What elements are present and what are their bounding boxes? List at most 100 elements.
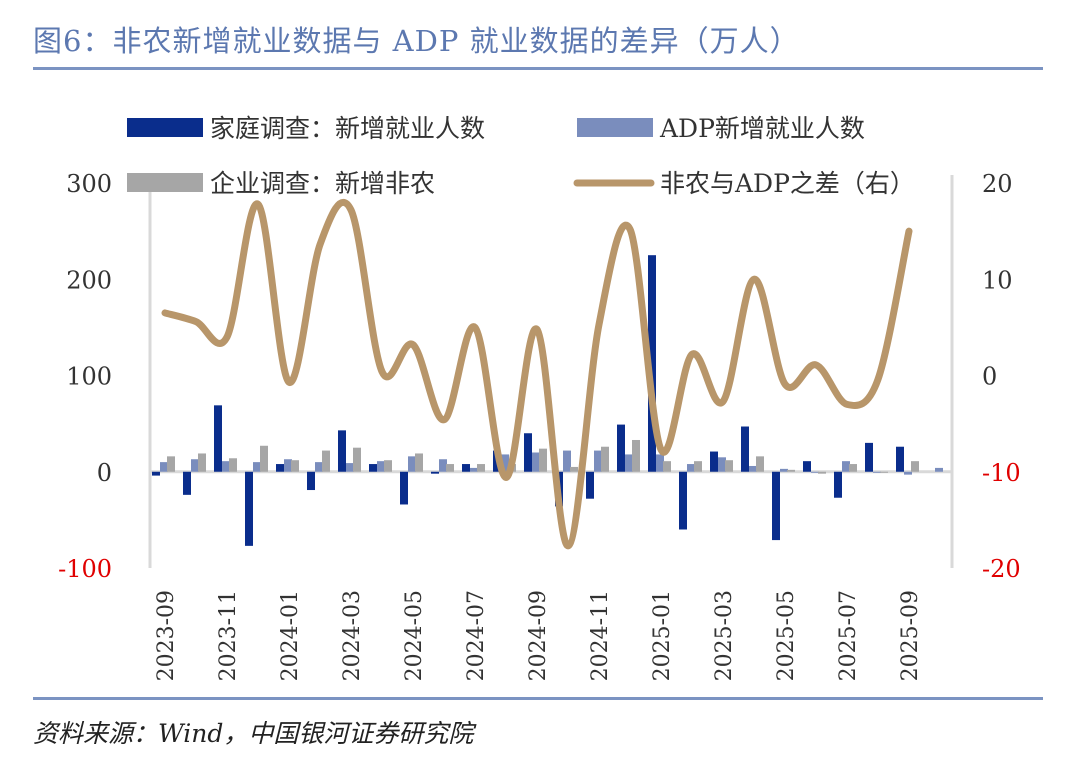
x-tick-label: 2025-03 [712, 590, 737, 681]
adp-bar [563, 450, 571, 472]
nonfarm-bar [260, 445, 268, 472]
household-bar [152, 471, 160, 476]
nonfarm-bar [849, 464, 857, 472]
nonfarm-bar [353, 447, 361, 472]
household-bar [648, 255, 656, 472]
x-tick-label: 2023-09 [154, 590, 179, 681]
household-bar [741, 426, 749, 472]
adp-bar [501, 454, 509, 472]
household-bar [524, 433, 532, 472]
nonfarm-bar [384, 460, 392, 472]
nonfarm-bar [694, 461, 702, 472]
adp-bar [346, 463, 354, 472]
nonfarm-bar [632, 439, 640, 472]
nonfarm-bar [787, 469, 795, 472]
nonfarm-bar [477, 464, 485, 472]
x-tick-label: 2023-11 [216, 590, 241, 681]
household-bar [462, 464, 470, 472]
adp-bar [749, 465, 757, 472]
adp-bar [315, 462, 323, 472]
x-tick-label: 2024-03 [340, 590, 365, 681]
x-tick-label: 2024-09 [526, 590, 551, 681]
nonfarm-bar [198, 453, 206, 472]
legend-label: 企业调查：新增非农 [210, 169, 435, 198]
x-tick-label: 2024-11 [588, 590, 613, 681]
nonfarm-bar [725, 460, 733, 472]
source-note: 资料来源：Wind，中国银河证券研究院 [33, 719, 474, 748]
left-tick-label: -100 [58, 555, 112, 583]
household-bar [586, 471, 594, 499]
nonfarm-bar [291, 460, 299, 472]
x-tick-label: 2024-07 [464, 590, 489, 681]
household-bar [214, 405, 222, 472]
adp-bar [408, 456, 416, 472]
nonfarm-bar [570, 466, 578, 472]
left-tick-label: 300 [66, 170, 112, 198]
household-bar [896, 446, 904, 472]
x-tick-label: 2025-09 [898, 590, 923, 681]
right-tick-label: 10 [982, 266, 1013, 294]
adp-bar [470, 467, 478, 472]
legend-label: 家庭调查：新增就业人数 [210, 114, 485, 143]
adp-bar [160, 462, 168, 472]
legend-label: 非农与ADP之差（右） [660, 169, 915, 198]
household-bar [834, 471, 842, 498]
adp-bar [191, 459, 199, 472]
adp-bar [253, 462, 261, 472]
x-tick-label: 2024-05 [402, 590, 427, 681]
footer-rule [33, 697, 1043, 700]
household-bar [338, 430, 346, 472]
household-bar [276, 464, 284, 472]
household-bar [307, 471, 315, 491]
adp-bar [656, 454, 664, 472]
right-tick-label: 20 [982, 170, 1013, 198]
household-bar [431, 471, 439, 474]
x-tick-label: 2025-01 [650, 590, 675, 681]
right-tick-label: 0 [982, 363, 997, 391]
household-bar [617, 424, 625, 472]
adp-bar [842, 461, 850, 472]
household-bar [183, 471, 191, 495]
diff-line [161, 199, 913, 550]
adp-bar [532, 452, 540, 472]
x-tick-label: 2025-05 [774, 590, 799, 681]
adp-bar [718, 457, 726, 472]
legend-swatch [127, 173, 203, 192]
adp-bar [377, 461, 385, 472]
legend-swatch [127, 118, 203, 137]
adp-bar [811, 471, 819, 473]
nonfarm-bar [229, 458, 237, 472]
adp-bar [222, 461, 230, 472]
nonfarm-bar [167, 456, 175, 472]
nonfarm-bar [663, 461, 671, 472]
left-tick-label: 100 [66, 363, 112, 391]
right-tick-label: -20 [982, 555, 1021, 583]
household-bar [369, 464, 377, 472]
household-bar [865, 442, 873, 472]
right-tick-label: -10 [982, 459, 1021, 487]
title-rule [33, 67, 1043, 70]
legend-label: ADP新增就业人数 [659, 114, 865, 143]
adp-bar [873, 471, 881, 473]
nonfarm-bar [446, 464, 454, 472]
household-bar [803, 461, 811, 472]
household-bar [245, 471, 253, 546]
left-tick-label: 0 [97, 459, 112, 487]
nonfarm-bar [880, 471, 888, 473]
household-bar [772, 471, 780, 541]
nonfarm-bar [415, 453, 423, 472]
adp-bar [780, 468, 788, 472]
adp-bar [439, 459, 447, 472]
adp-bar [904, 471, 912, 475]
nonfarm-bar [322, 450, 330, 472]
nonfarm-bar [601, 446, 609, 472]
adp-bar [935, 467, 943, 472]
adp-bar [594, 450, 602, 472]
figure-title: 图6：非农新增就业数据与 ADP 就业数据的差异（万人） [33, 24, 800, 58]
household-bar [679, 471, 687, 530]
nonfarm-bar [756, 456, 764, 472]
adp-bar [687, 464, 695, 472]
legend-swatch [577, 118, 653, 137]
nonfarm-bar [911, 461, 919, 472]
